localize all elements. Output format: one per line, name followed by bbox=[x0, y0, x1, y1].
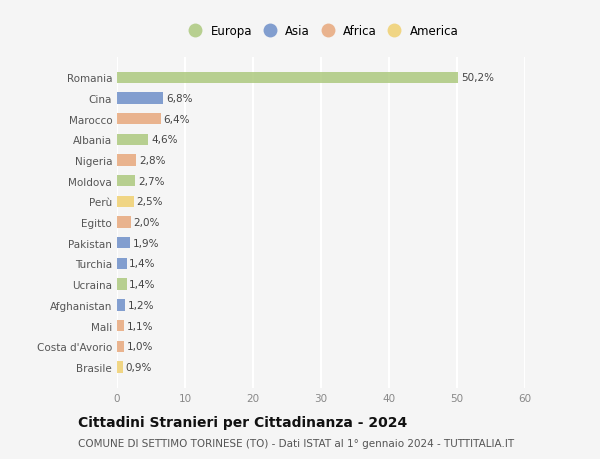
Text: 6,4%: 6,4% bbox=[163, 114, 190, 124]
Text: 1,1%: 1,1% bbox=[127, 321, 154, 331]
Text: 2,8%: 2,8% bbox=[139, 156, 165, 166]
Text: 2,5%: 2,5% bbox=[137, 197, 163, 207]
Text: 1,2%: 1,2% bbox=[128, 300, 154, 310]
Text: 1,9%: 1,9% bbox=[133, 238, 159, 248]
Text: 4,6%: 4,6% bbox=[151, 135, 178, 145]
Bar bbox=[117, 155, 136, 166]
Bar bbox=[117, 93, 163, 104]
Bar bbox=[117, 196, 134, 207]
Bar bbox=[117, 258, 127, 269]
Text: 6,8%: 6,8% bbox=[166, 94, 193, 104]
Bar bbox=[117, 73, 458, 84]
Text: 0,9%: 0,9% bbox=[126, 362, 152, 372]
Bar bbox=[117, 114, 161, 125]
Bar bbox=[117, 300, 125, 311]
Text: 50,2%: 50,2% bbox=[461, 73, 494, 83]
Bar bbox=[117, 320, 124, 331]
Bar bbox=[117, 341, 124, 352]
Text: 1,4%: 1,4% bbox=[129, 280, 156, 290]
Text: 2,0%: 2,0% bbox=[133, 218, 160, 228]
Bar bbox=[117, 362, 123, 373]
Text: Cittadini Stranieri per Cittadinanza - 2024: Cittadini Stranieri per Cittadinanza - 2… bbox=[78, 415, 407, 429]
Bar bbox=[117, 134, 148, 146]
Legend: Europa, Asia, Africa, America: Europa, Asia, Africa, America bbox=[179, 20, 463, 43]
Text: 2,7%: 2,7% bbox=[138, 176, 164, 186]
Bar bbox=[117, 217, 131, 228]
Text: 1,0%: 1,0% bbox=[127, 341, 153, 352]
Text: COMUNE DI SETTIMO TORINESE (TO) - Dati ISTAT al 1° gennaio 2024 - TUTTITALIA.IT: COMUNE DI SETTIMO TORINESE (TO) - Dati I… bbox=[78, 438, 514, 448]
Bar bbox=[117, 176, 136, 187]
Bar bbox=[117, 279, 127, 290]
Text: 1,4%: 1,4% bbox=[129, 259, 156, 269]
Bar bbox=[117, 238, 130, 249]
